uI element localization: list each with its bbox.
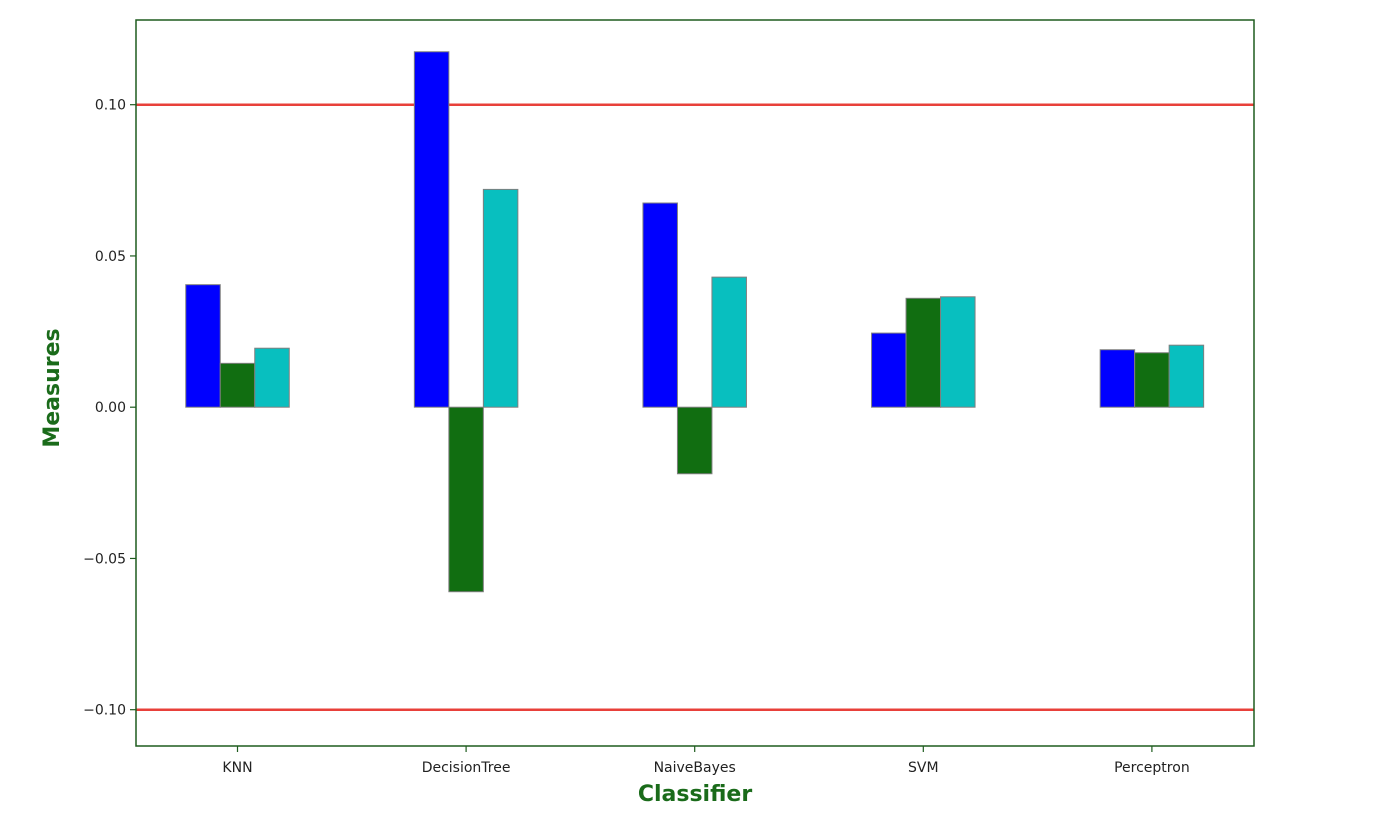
x-tick-label: SVM	[908, 760, 939, 776]
bar	[1134, 352, 1170, 408]
plot-frame	[135, 19, 1255, 747]
x-tick-label: KNN	[222, 760, 252, 776]
bar	[219, 362, 256, 408]
bar	[448, 406, 484, 593]
bar	[413, 51, 450, 408]
bar	[676, 406, 713, 475]
y-tick-label: −0.05	[83, 551, 126, 567]
bar	[1168, 344, 1205, 408]
y-tick-label: 0.10	[95, 98, 126, 114]
x-tick-label: Perceptron	[1114, 760, 1190, 776]
bar	[940, 296, 976, 408]
y-axis-ticks: 0.10 0.05 0.00 −0.05 −0.10	[83, 98, 136, 719]
reference-lines	[136, 103, 1254, 711]
bar	[254, 347, 290, 408]
bar	[1099, 349, 1136, 408]
y-axis-label: Measures	[40, 328, 65, 447]
x-axis-ticks: KNN DecisionTree NaiveBayes SVM Perceptron	[222, 746, 1190, 776]
bar	[871, 332, 907, 408]
bar	[482, 188, 519, 408]
bars	[185, 51, 1205, 593]
y-tick-label: −0.10	[83, 703, 126, 719]
x-tick-label: NaiveBayes	[654, 760, 736, 776]
x-axis-label: Classifier	[638, 782, 752, 807]
bar	[711, 276, 747, 408]
y-tick-label: 0.00	[95, 400, 126, 416]
bar	[905, 297, 942, 408]
bar	[185, 284, 221, 408]
y-tick-label: 0.05	[95, 249, 126, 265]
x-tick-label: DecisionTree	[422, 760, 511, 776]
bar	[642, 202, 678, 408]
